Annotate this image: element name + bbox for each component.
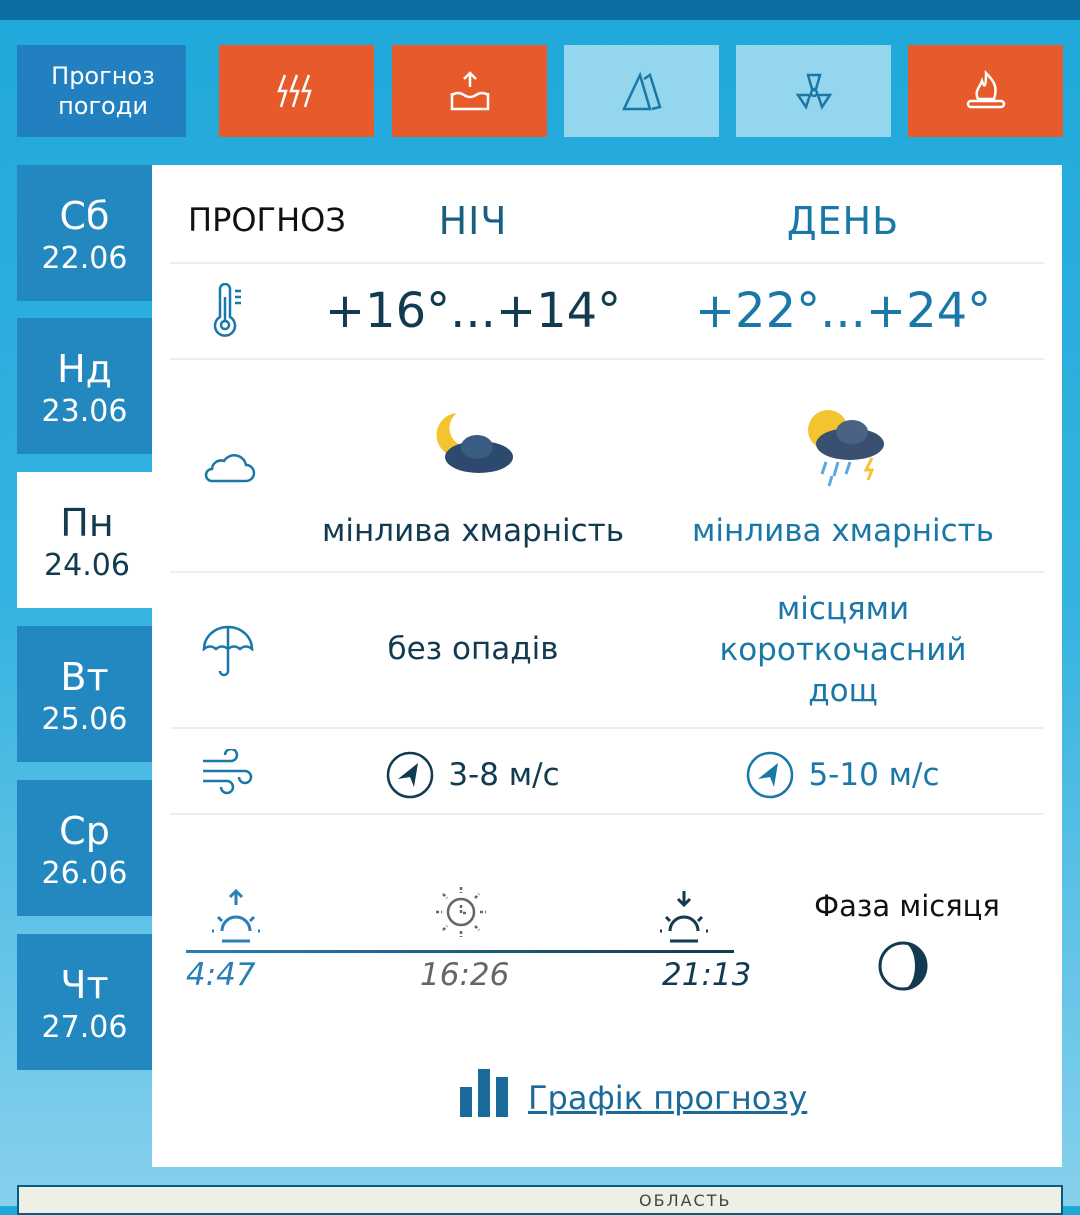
sunrise-time: 4:47: [186, 957, 256, 993]
day-tab-27.06[interactable]: Чт 27.06: [17, 934, 152, 1070]
fire-icon: [966, 69, 1005, 109]
day-date: 27.06: [41, 1009, 128, 1045]
forecast-label: ПРОГНОЗ: [188, 201, 346, 239]
day-tab-23.06[interactable]: Нд 23.06: [17, 318, 152, 454]
weather-forecast-tab[interactable]: Прогноз погоди: [17, 45, 186, 137]
fire-warning-button[interactable]: [908, 45, 1063, 137]
day-cloudiness: мінлива хмарність: [691, 513, 994, 549]
day-date: 24.06: [44, 547, 130, 583]
night-cloudiness: мінлива хмарність: [321, 513, 624, 549]
lightning-icon: [276, 74, 312, 108]
mountain-icon: [621, 71, 662, 111]
moon-phase-label: Фаза місяця: [814, 889, 1000, 923]
tab-label: Прогноз погоди: [51, 62, 155, 120]
day-date: 23.06: [41, 393, 128, 429]
day-tab-24.06[interactable]: Пн 24.06: [17, 472, 157, 608]
avalanche-warning-button[interactable]: [564, 45, 719, 137]
daylight-bar: [186, 950, 734, 953]
day-date: 25.06: [41, 701, 128, 737]
night-header: НІЧ: [438, 199, 508, 243]
map-preview[interactable]: ОБЛАСТЬ: [17, 1185, 1063, 1215]
day-name: Пн: [60, 500, 114, 545]
day-name: Ср: [59, 808, 110, 853]
sunset-time: 21:13: [662, 957, 752, 993]
night-precipitation: без опадів: [387, 631, 559, 667]
day-name: Вт: [60, 654, 109, 699]
wind-direction-icon: [747, 751, 794, 799]
cloud-icon: [200, 449, 256, 485]
chart-link-text: Графік прогнозу: [528, 1079, 808, 1117]
day-length: 16:26: [420, 957, 510, 993]
day-tab-22.06[interactable]: Сб 22.06: [17, 165, 152, 301]
map-region-label: ОБЛАСТЬ: [639, 1191, 732, 1210]
sunset-icon: [652, 889, 716, 949]
day-precipitation: місцями короткочасний дощ: [719, 591, 967, 709]
day-wind: 5-10 м/с: [657, 751, 1029, 799]
umbrella-icon: [200, 625, 256, 677]
flood-warning-button[interactable]: [392, 45, 547, 137]
day-header: ДЕНЬ: [786, 199, 900, 243]
radiation-icon: [795, 73, 832, 110]
bar-chart-icon: [460, 1069, 508, 1117]
forecast-chart-link[interactable]: Графік прогнозу: [460, 1063, 807, 1117]
day-rain-thunder-icon: [792, 400, 892, 499]
radiation-warning-button[interactable]: [736, 45, 891, 137]
top-bar: [0, 0, 1080, 20]
day-name: Чт: [60, 962, 109, 1007]
forecast-card: ПРОГНОЗ НІЧ ДЕНЬ +16°...+14° +22°...+24°…: [152, 165, 1062, 1167]
night-wind: 3-8 м/с: [282, 751, 664, 799]
day-name: Нд: [57, 346, 112, 391]
day-temperature: +22°...+24°: [694, 283, 992, 339]
day-wind-speed: 5-10 м/с: [808, 757, 940, 793]
day-length-icon: [434, 885, 488, 943]
day-date: 26.06: [41, 855, 128, 891]
wind-direction-icon: [387, 751, 434, 799]
day-date: 22.06: [41, 240, 128, 276]
thermometer-icon: [200, 283, 256, 339]
lightning-warning-button[interactable]: [219, 45, 374, 137]
day-name: Сб: [59, 193, 110, 238]
night-wind-speed: 3-8 м/с: [448, 757, 560, 793]
flood-icon: [450, 71, 489, 111]
day-tab-25.06[interactable]: Вт 25.06: [17, 626, 152, 762]
day-tab-26.06[interactable]: Ср 26.06: [17, 780, 152, 916]
night-cloudy-moon-icon: [427, 405, 517, 489]
sunrise-icon: [204, 888, 268, 949]
wind-icon: [200, 749, 256, 795]
night-temperature: +16°...+14°: [324, 283, 622, 339]
moon-phase-icon: [876, 939, 930, 997]
